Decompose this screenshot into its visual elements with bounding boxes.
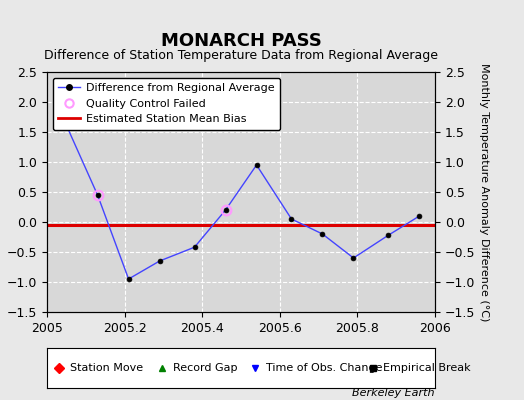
Text: Difference of Station Temperature Data from Regional Average: Difference of Station Temperature Data f…: [44, 49, 438, 62]
Text: Record Gap: Record Gap: [173, 363, 238, 373]
Text: Time of Obs. Change: Time of Obs. Change: [266, 363, 383, 373]
Text: Berkeley Earth: Berkeley Earth: [353, 388, 435, 398]
Text: Empirical Break: Empirical Break: [383, 363, 470, 373]
Text: MONARCH PASS: MONARCH PASS: [160, 32, 322, 50]
Text: Station Move: Station Move: [70, 363, 144, 373]
Y-axis label: Monthly Temperature Anomaly Difference (°C): Monthly Temperature Anomaly Difference (…: [479, 63, 489, 321]
Legend: Difference from Regional Average, Quality Control Failed, Estimated Station Mean: Difference from Regional Average, Qualit…: [53, 78, 280, 130]
